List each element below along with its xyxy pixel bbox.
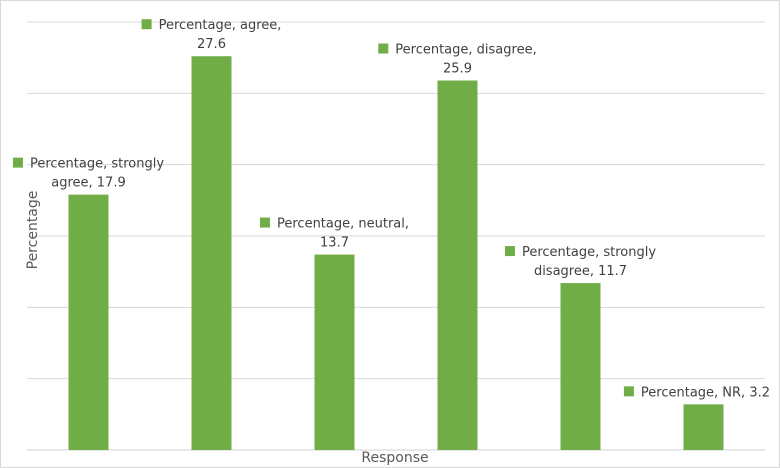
- data-label-text: Percentage, neutral,: [277, 217, 409, 232]
- data-label: Percentage, neutral, 13.7: [259, 217, 409, 251]
- data-label: Percentage, agree, 27.6: [141, 18, 282, 52]
- data-label-text: 25.9: [443, 61, 472, 76]
- data-label-text: Percentage, disagree,: [395, 42, 536, 57]
- data-label: Percentage, disagree, 25.9: [378, 42, 537, 76]
- data-label-text: Percentage, strongly: [30, 157, 164, 172]
- data-label: Percentage, strongly agree, 17.9: [12, 157, 164, 191]
- data-label-text: 13.7: [320, 236, 349, 251]
- data-label-text: disagree, 11.7: [534, 264, 627, 279]
- data-label-text: 27.6: [197, 37, 226, 52]
- legend-key-icon: [623, 386, 634, 397]
- data-label-text: Percentage, NR, 3.2: [641, 385, 770, 400]
- legend-key-icon: [141, 19, 152, 30]
- bars: [68, 56, 724, 451]
- legend-key-icon: [378, 43, 389, 54]
- data-label-text: Percentage, strongly: [522, 245, 656, 260]
- legend-key-icon: [12, 157, 23, 168]
- y-axis-title: Percentage: [25, 191, 41, 270]
- bar-neutral: [314, 254, 355, 450]
- bar-nr: [683, 404, 724, 450]
- bar-strongly-agree: [68, 194, 109, 450]
- bar-disagree: [437, 80, 478, 450]
- data-label: Percentage, NR, 3.2: [623, 385, 770, 400]
- data-label-text: agree, 17.9: [51, 176, 125, 191]
- data-label-text: Percentage, agree,: [159, 18, 282, 33]
- gridlines: [27, 21, 765, 451]
- legend-key-icon: [259, 217, 270, 228]
- bar-strongly-disagree: [560, 283, 601, 450]
- bar-agree: [191, 56, 232, 451]
- legend-key-icon: [504, 246, 515, 257]
- data-label: Percentage, strongly disagree, 11.7: [504, 245, 656, 279]
- x-axis-title: Response: [361, 450, 428, 466]
